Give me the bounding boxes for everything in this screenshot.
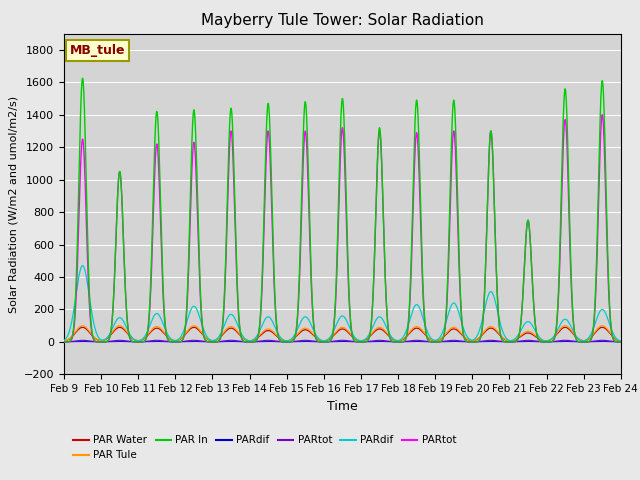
Title: Mayberry Tule Tower: Solar Radiation: Mayberry Tule Tower: Solar Radiation (201, 13, 484, 28)
X-axis label: Time: Time (327, 400, 358, 413)
Legend: PAR Water, PAR Tule, PAR In, PARdif, PARtot, PARdif, PARtot: PAR Water, PAR Tule, PAR In, PARdif, PAR… (69, 431, 460, 465)
Y-axis label: Solar Radiation (W/m2 and umol/m2/s): Solar Radiation (W/m2 and umol/m2/s) (8, 96, 18, 312)
Text: MB_tule: MB_tule (70, 44, 125, 57)
